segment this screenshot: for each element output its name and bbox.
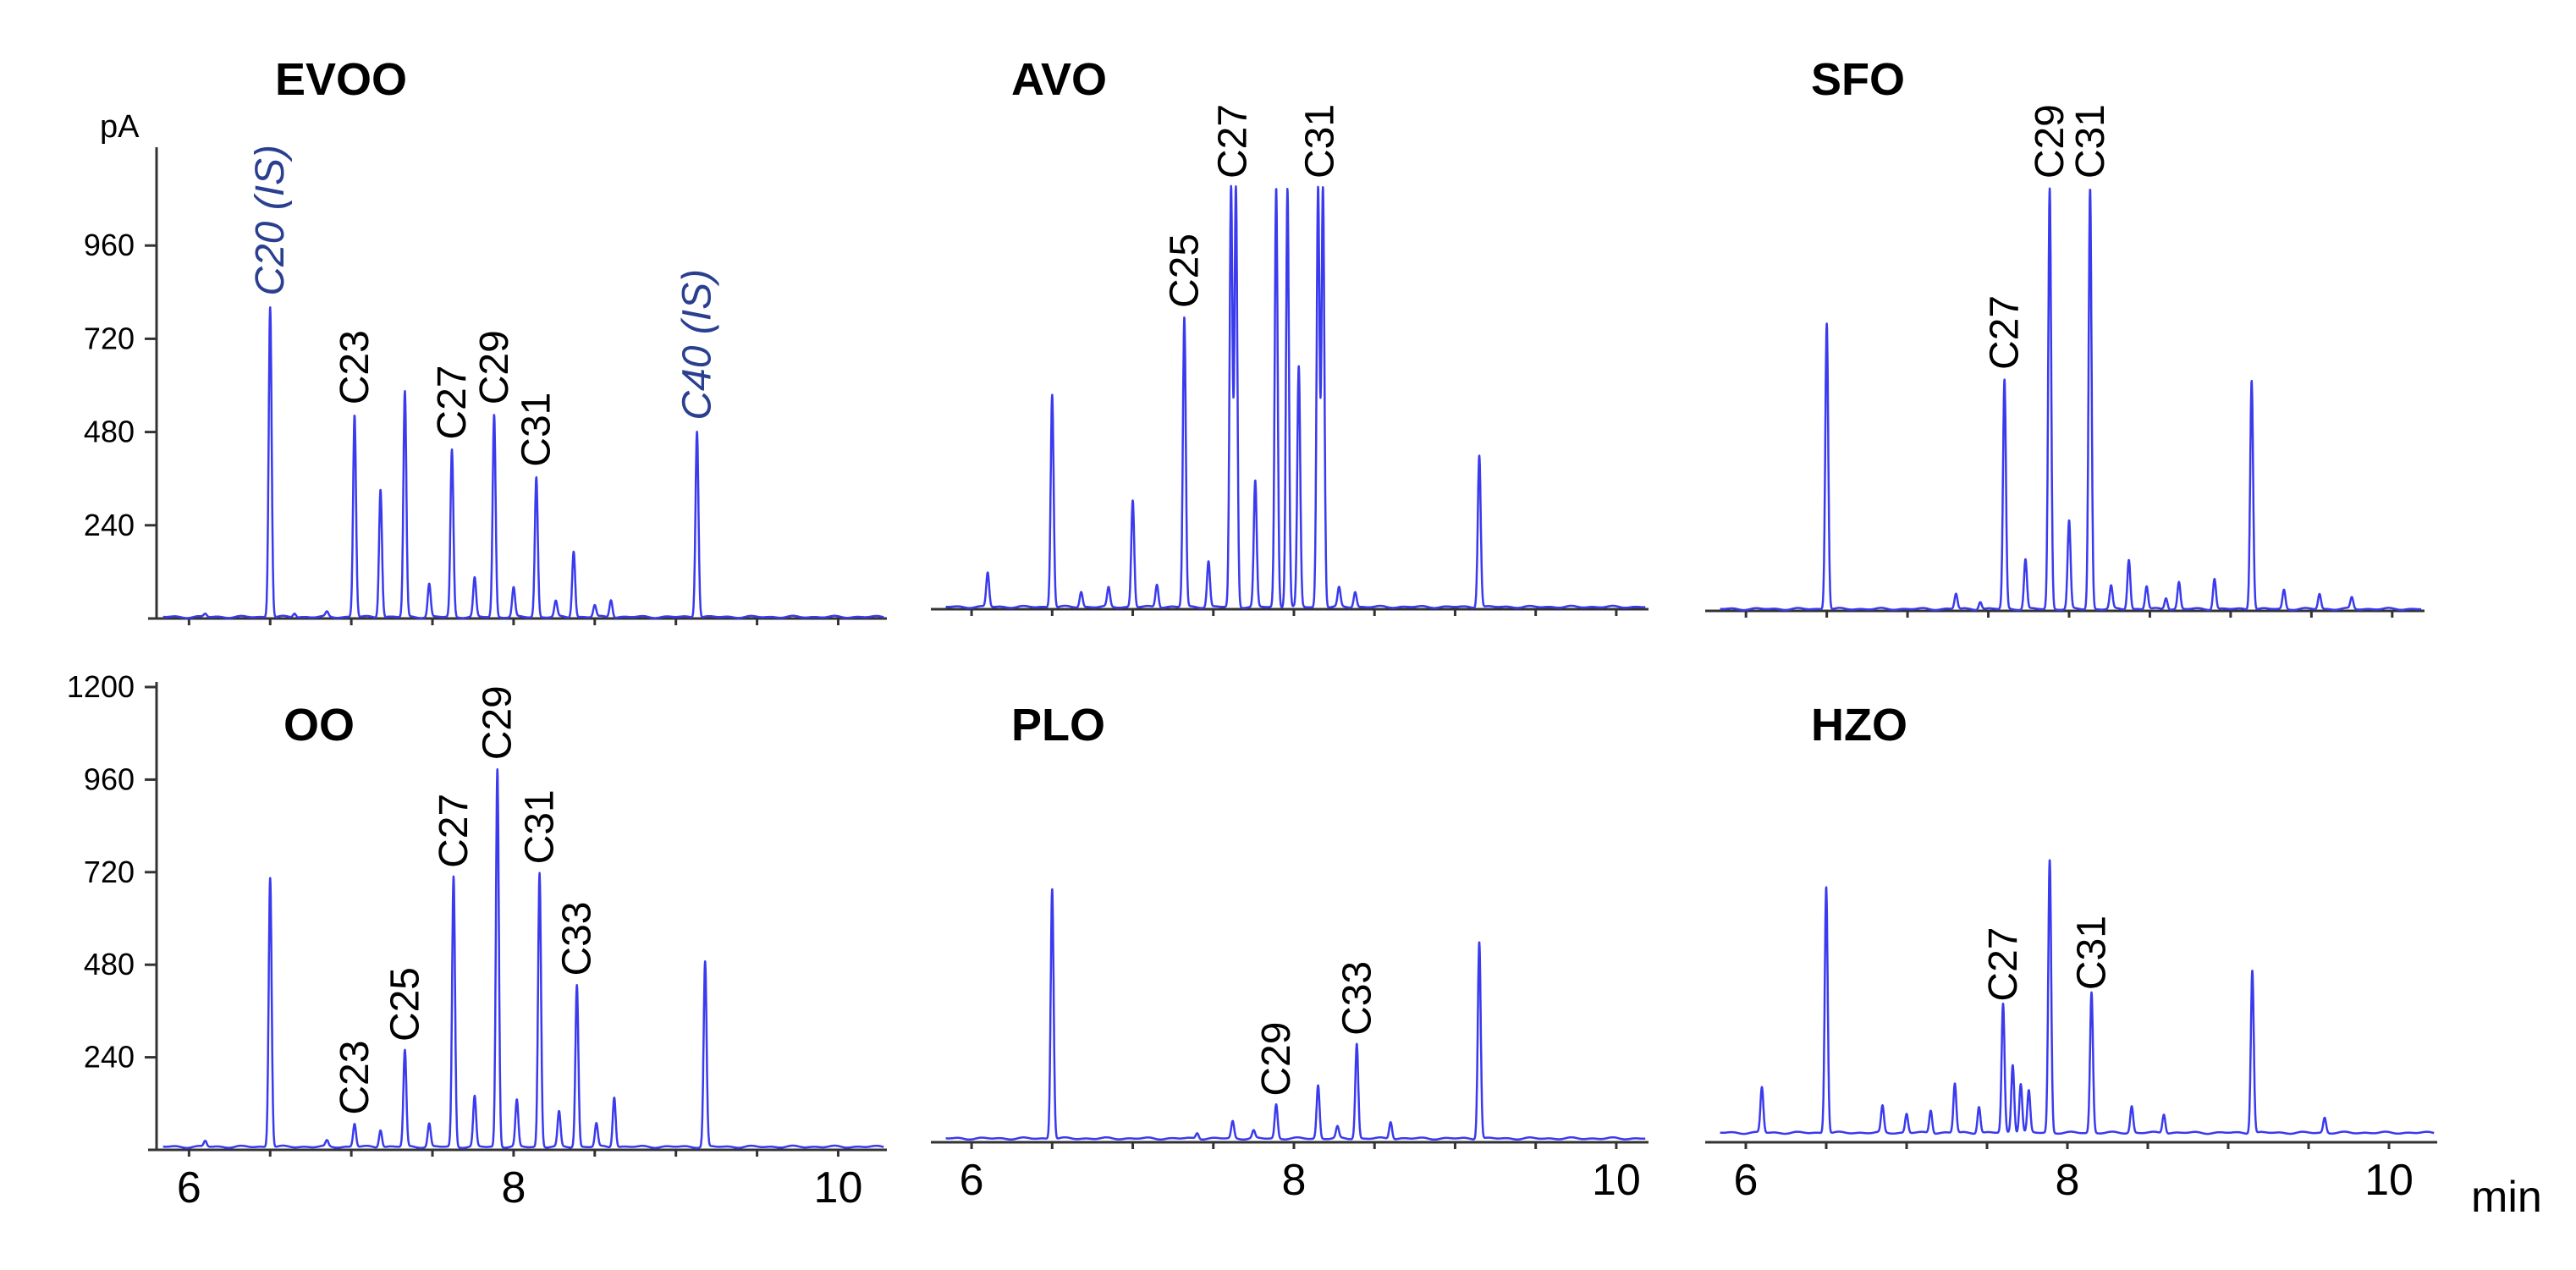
peak-label: C29 bbox=[2028, 104, 2072, 179]
chromatogram-trace bbox=[162, 768, 885, 1149]
y-tick-label: 240 bbox=[84, 1040, 135, 1075]
peak-label: C33 bbox=[555, 901, 600, 976]
panel-title: PLO bbox=[1011, 700, 1105, 750]
peak-label: C23 bbox=[333, 1041, 377, 1115]
peak-label: C29 bbox=[1254, 1022, 1299, 1097]
peak-label: C33 bbox=[1335, 961, 1379, 1036]
peak-label: C31 bbox=[2070, 915, 2115, 990]
x-tick-label: 6 bbox=[1734, 1156, 1759, 1205]
x-tick-label: 10 bbox=[1592, 1156, 1641, 1205]
y-tick-label: 960 bbox=[84, 228, 135, 262]
y-unit-label: pA bbox=[100, 109, 140, 145]
y-tick-label: 1200 bbox=[67, 669, 135, 704]
panel-title: HZO bbox=[1811, 700, 1907, 750]
peak-label: C31 bbox=[1297, 104, 1342, 179]
x-tick-label: 6 bbox=[960, 1156, 984, 1205]
peak-label: C20 (IS) bbox=[248, 145, 293, 296]
x-tick-label: 10 bbox=[2364, 1156, 2414, 1205]
y-tick-label: 480 bbox=[84, 415, 135, 449]
y-tick-label: 240 bbox=[84, 508, 135, 542]
panel-hzo: HZO 6 8 10 C27 C31 bbox=[1705, 700, 2437, 1205]
x-tick-label: 8 bbox=[501, 1163, 526, 1212]
peak-label: C27 bbox=[1983, 295, 2028, 370]
x-tick-label: 6 bbox=[177, 1163, 201, 1212]
panel-plo: PLO 6 8 10 C29 C33 bbox=[931, 700, 1649, 1205]
panel-title: OO bbox=[283, 700, 355, 750]
y-tick-label: 480 bbox=[84, 947, 135, 981]
y-tick-label: 720 bbox=[84, 321, 135, 355]
peak-label: C23 bbox=[333, 330, 377, 404]
panel-title: SFO bbox=[1811, 54, 1905, 105]
peak-label: C29 bbox=[472, 330, 517, 404]
peak-label: C31 bbox=[515, 393, 559, 467]
peak-label: C27 bbox=[1211, 104, 1256, 179]
x-tick-label: 8 bbox=[2056, 1156, 2080, 1205]
peak-label: C27 bbox=[432, 794, 476, 868]
panel-avo: AVO C25 C27 C31 bbox=[931, 54, 1649, 616]
chromatogram-trace bbox=[1719, 859, 2436, 1135]
peak-label: C29 bbox=[476, 685, 520, 760]
x-unit-label: min bbox=[2471, 1173, 2542, 1222]
chromatogram-trace bbox=[944, 888, 1647, 1141]
peak-label: C31 bbox=[2068, 104, 2113, 179]
y-tick-label: 960 bbox=[84, 761, 135, 796]
peak-label: C27 bbox=[1981, 927, 2026, 1002]
x-tick-label: 10 bbox=[814, 1163, 863, 1212]
peak-label: C40 (IS) bbox=[675, 269, 720, 421]
peak-label: C27 bbox=[430, 365, 475, 439]
chromatogram-trace bbox=[162, 306, 885, 619]
chromatogram-trace bbox=[944, 184, 1647, 609]
x-tick-label: 8 bbox=[1282, 1156, 1307, 1205]
panel-title: EVOO bbox=[275, 54, 407, 105]
chromatogram-trace bbox=[1719, 187, 2423, 612]
peak-label: C25 bbox=[1162, 234, 1207, 308]
peak-label: C25 bbox=[383, 967, 427, 1042]
peak-label: C31 bbox=[518, 789, 563, 864]
panel-title: AVO bbox=[1011, 54, 1107, 105]
y-tick-label: 720 bbox=[84, 855, 135, 889]
